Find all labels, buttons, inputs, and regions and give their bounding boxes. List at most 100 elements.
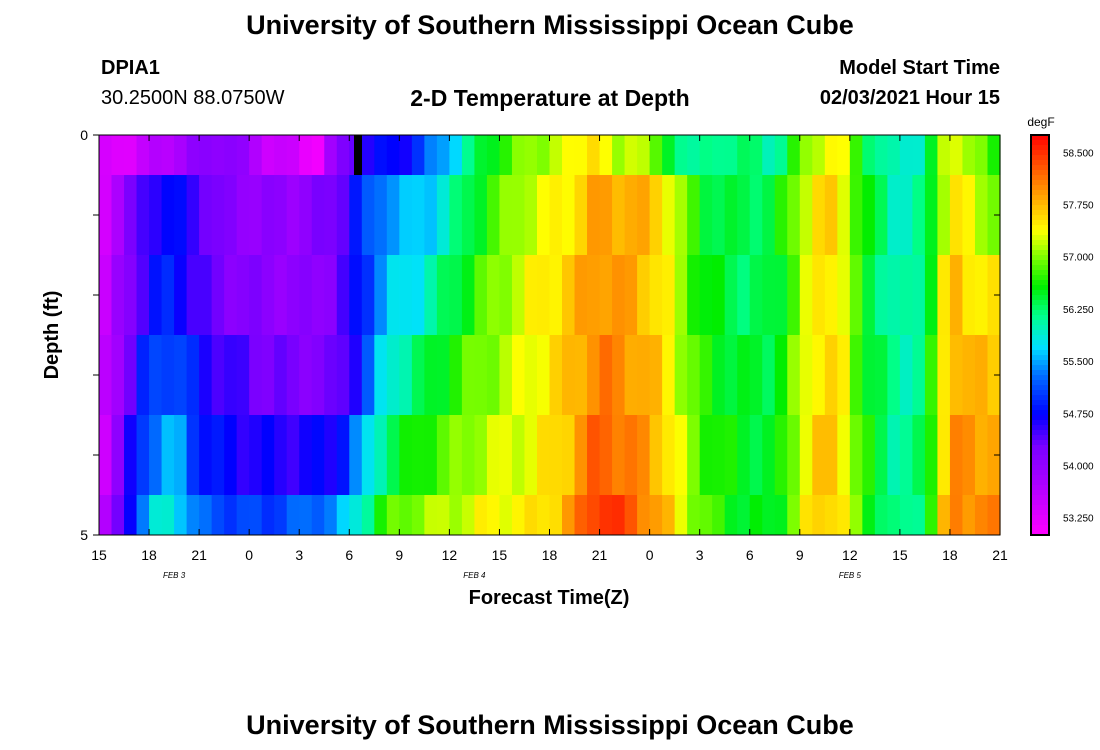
heatmap-cell <box>724 255 738 335</box>
heatmap-cell <box>524 255 538 335</box>
colorbar-swatch <box>1031 500 1049 506</box>
heatmap-cell <box>311 415 325 495</box>
heatmap-cell <box>174 135 188 175</box>
heatmap-cell <box>612 175 626 255</box>
heatmap-cell <box>111 255 125 335</box>
heatmap-cell <box>812 335 826 415</box>
heatmap-cell <box>474 335 488 415</box>
heatmap-cell <box>124 335 138 415</box>
colorbar-swatch <box>1031 210 1049 216</box>
x-tick-label: 15 <box>892 547 908 563</box>
heatmap-cell <box>349 335 363 415</box>
heatmap-cell <box>737 255 751 335</box>
heatmap-cell <box>987 495 1001 535</box>
heatmap-cell <box>386 175 400 255</box>
heatmap-cell <box>812 415 826 495</box>
heatmap-cell <box>699 495 713 535</box>
heatmap-cell <box>536 135 551 175</box>
heatmap-cell <box>799 175 813 255</box>
heatmap-cell <box>924 135 939 175</box>
heatmap-cell <box>674 175 688 255</box>
colorbar-swatch <box>1031 265 1049 271</box>
heatmap-cell <box>136 495 150 535</box>
heatmap-cell <box>774 335 788 415</box>
heatmap-cell <box>637 495 651 535</box>
heatmap-cell <box>912 255 926 335</box>
heatmap-cell <box>812 495 826 535</box>
heatmap-cell <box>812 255 826 335</box>
heatmap-cell <box>99 255 113 335</box>
heatmap-cell <box>199 335 213 415</box>
heatmap-cell <box>186 495 200 535</box>
heatmap-cell <box>699 135 713 175</box>
heatmap-cell <box>849 135 863 175</box>
heatmap-cell <box>186 335 200 415</box>
heatmap-cell <box>236 335 250 415</box>
heatmap-cell <box>499 135 513 175</box>
heatmap-cell <box>211 255 225 335</box>
heatmap-cell <box>424 415 438 495</box>
heatmap-cell <box>186 175 200 255</box>
heatmap-cell <box>887 335 901 415</box>
x-tick-label: 0 <box>245 547 253 563</box>
colorbar-swatch <box>1031 485 1049 491</box>
heatmap-cell <box>962 335 976 415</box>
date-label: FEB 3 <box>163 571 186 580</box>
station-coordinates: 30.2500N 88.0750W <box>101 87 285 109</box>
colorbar-swatch <box>1031 405 1049 411</box>
heatmap-cell <box>574 175 588 255</box>
colorbar-swatch <box>1031 420 1049 426</box>
heatmap-cell <box>424 175 438 255</box>
heatmap-cell <box>762 255 776 335</box>
heatmap-cell <box>737 415 751 495</box>
heatmap-cell <box>286 495 300 535</box>
heatmap-cell <box>536 335 551 415</box>
x-tick-label: 21 <box>592 547 608 563</box>
colorbar-swatch <box>1031 170 1049 176</box>
colorbar-tick-label: 57.750 <box>1063 201 1094 212</box>
heatmap-cell <box>299 255 313 335</box>
heatmap-cell <box>524 495 538 535</box>
heatmap-cell <box>874 255 888 335</box>
heatmap-cell <box>199 175 213 255</box>
heatmap-cell <box>411 175 425 255</box>
heatmap-cell <box>274 175 288 255</box>
colorbar-tick-label: 54.750 <box>1063 409 1094 420</box>
heatmap-cell <box>199 495 213 535</box>
heatmap-cell <box>249 135 263 175</box>
heatmap-cell <box>899 255 913 335</box>
heatmap-cell <box>199 415 213 495</box>
heatmap-cell <box>599 135 613 175</box>
colorbar-swatch <box>1031 175 1049 181</box>
colorbar-swatch <box>1031 275 1049 281</box>
heatmap-cell <box>937 335 951 415</box>
heatmap-cell <box>511 135 526 175</box>
heatmap-cell <box>749 495 763 535</box>
heatmap-cell <box>887 495 901 535</box>
heatmap-cell <box>224 415 238 495</box>
heatmap-cell <box>849 255 863 335</box>
heatmap-cell <box>274 495 288 535</box>
heatmap-cell <box>937 255 951 335</box>
colorbar-swatch <box>1031 185 1049 191</box>
heatmap-cell <box>161 175 175 255</box>
colorbar-swatch <box>1031 335 1049 341</box>
colorbar-swatch <box>1031 510 1049 516</box>
heatmap-cell <box>974 335 989 415</box>
heatmap-cell <box>224 175 238 255</box>
heatmap-cell <box>724 495 738 535</box>
heatmap-cell <box>612 335 626 415</box>
heatmap-cell <box>599 255 613 335</box>
heatmap-cell <box>499 255 513 335</box>
heatmap-cell <box>824 175 838 255</box>
x-tick-label: 18 <box>141 547 157 563</box>
colorbar-swatch <box>1031 525 1049 531</box>
heatmap-cell <box>161 255 175 335</box>
colorbar-swatch <box>1031 250 1049 256</box>
heatmap-cell <box>311 135 325 175</box>
heatmap-cell <box>336 495 350 535</box>
heatmap-cell <box>249 495 263 535</box>
heatmap-cell <box>874 135 888 175</box>
colorbar-swatch <box>1031 155 1049 161</box>
x-tick-label: 12 <box>842 547 858 563</box>
